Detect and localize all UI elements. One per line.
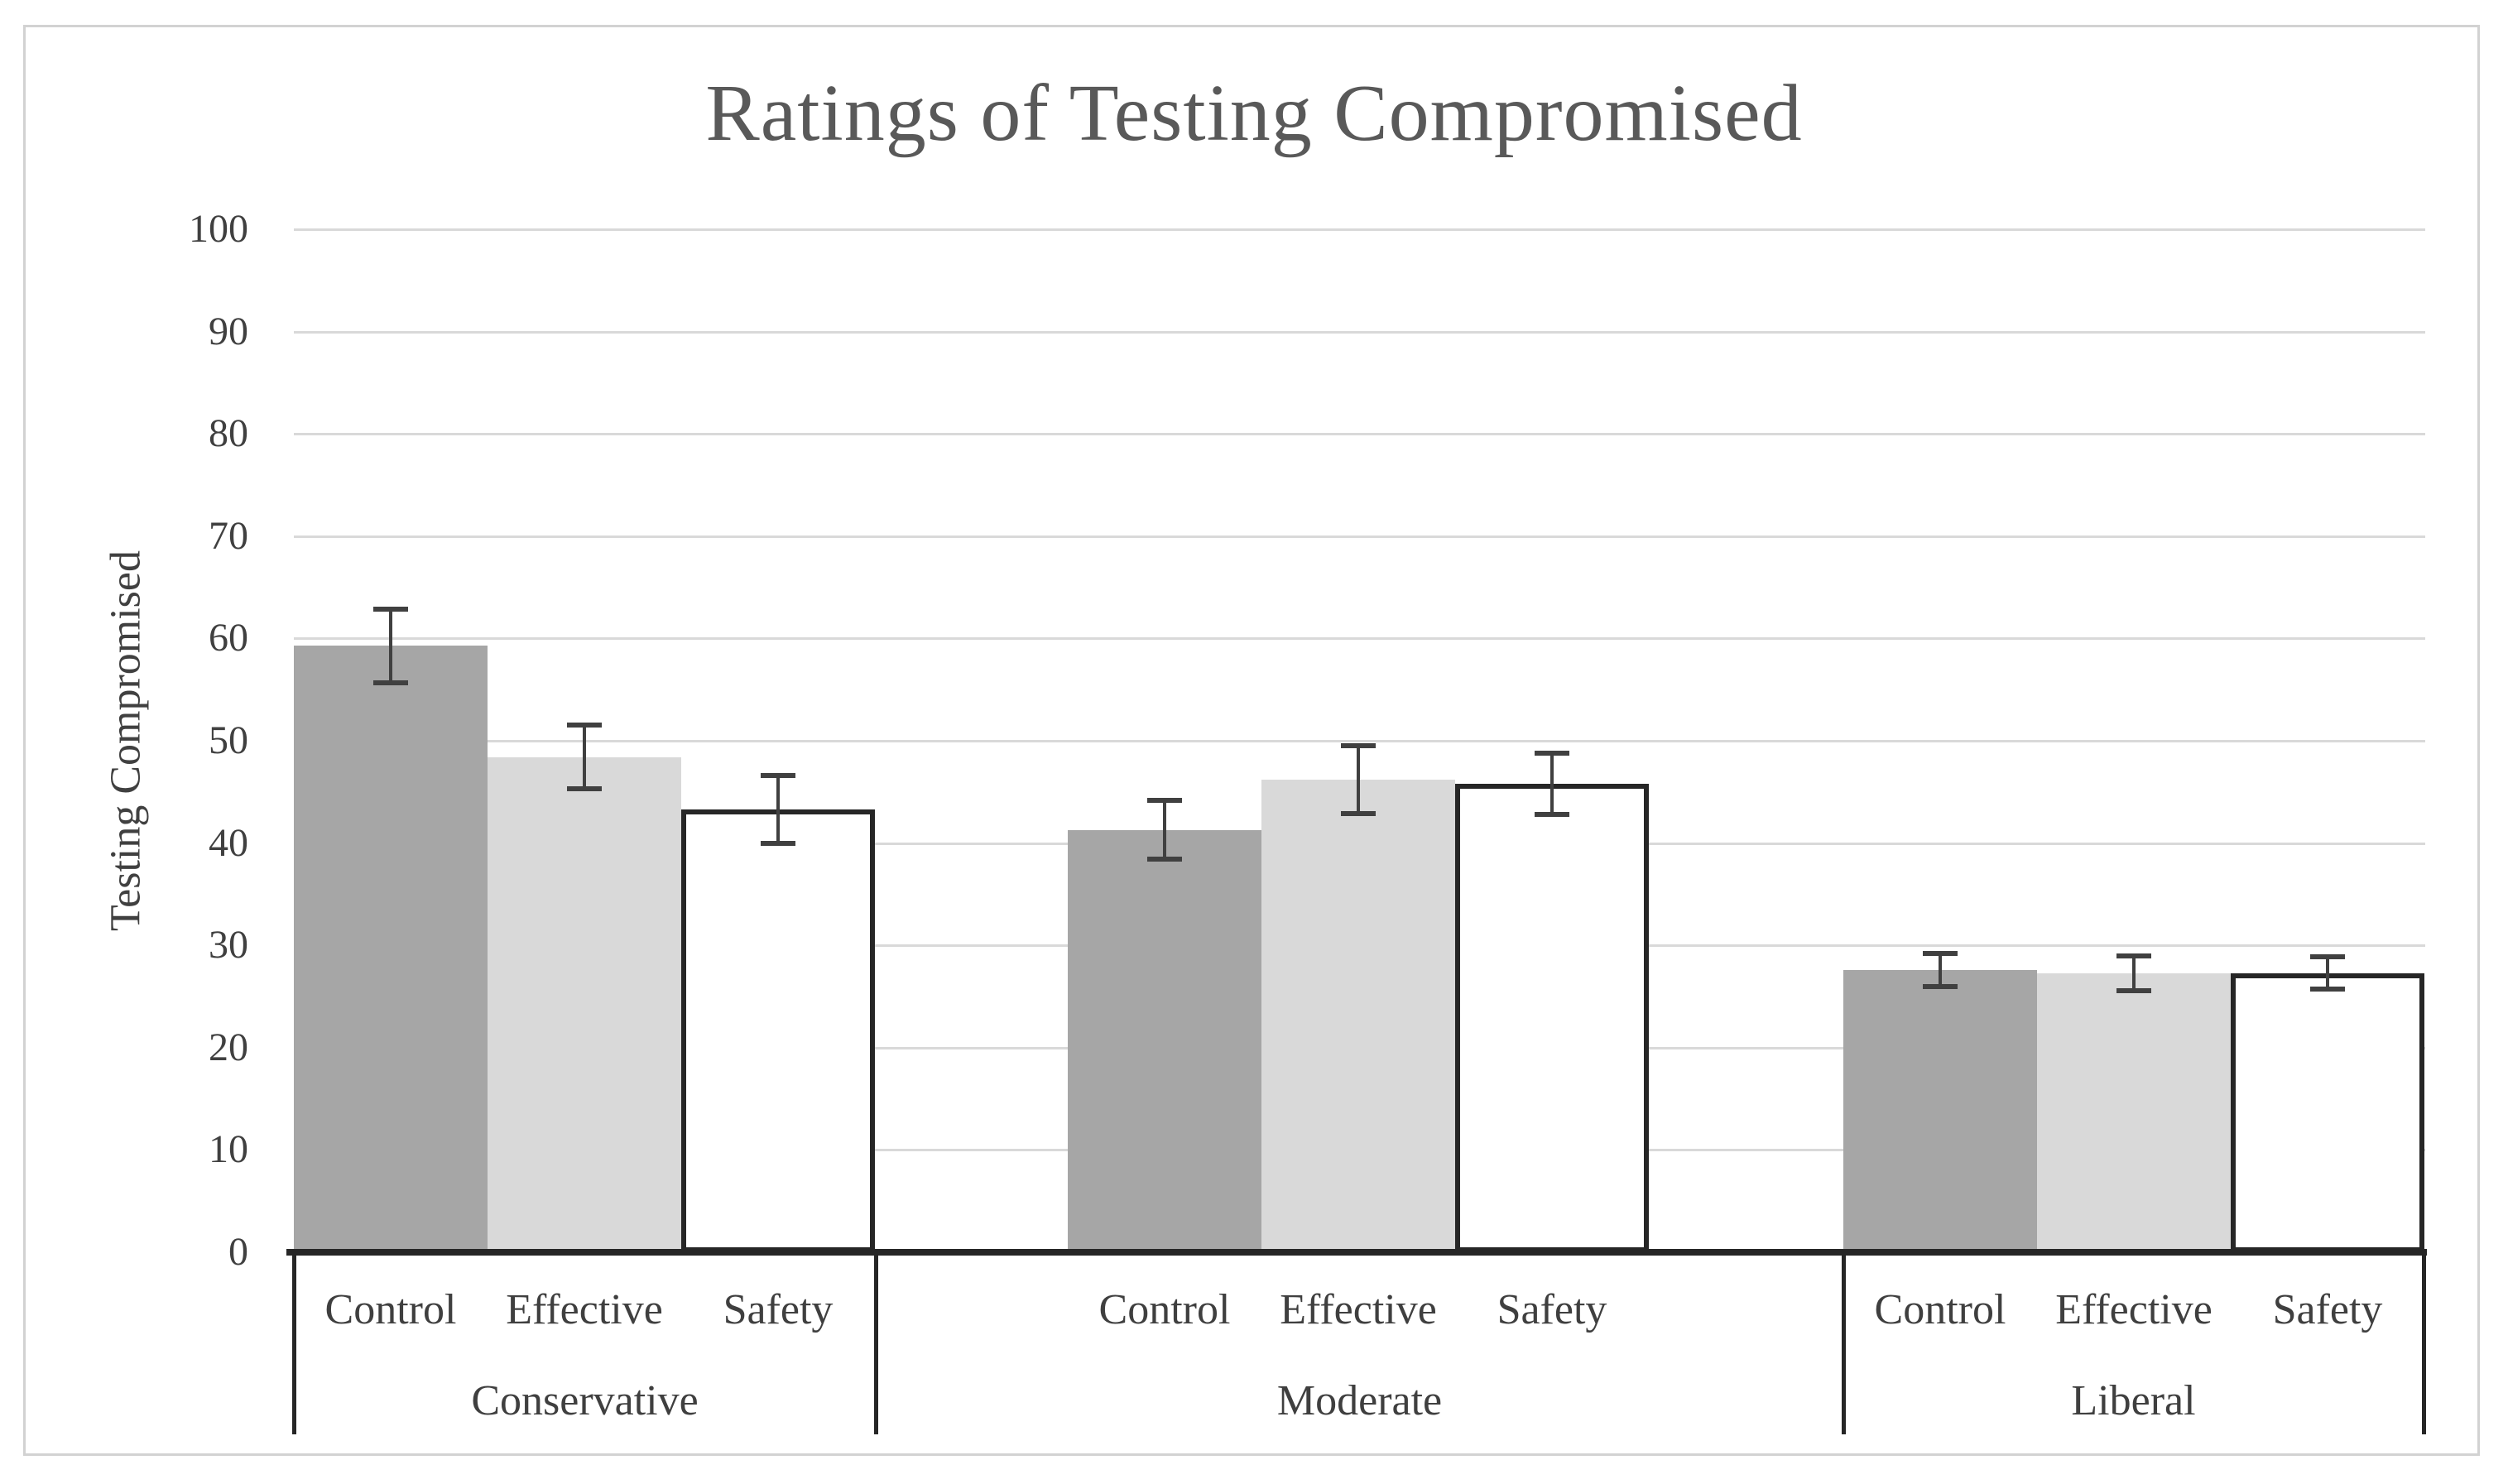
error-cap-top-liberal-control bbox=[1923, 951, 1958, 957]
category-box-divider-2 bbox=[1842, 1252, 1846, 1434]
group-label-liberal: Liberal bbox=[2071, 1377, 2196, 1424]
figure-border bbox=[23, 25, 2480, 1456]
gridline-100 bbox=[294, 228, 2425, 231]
error-cap-bottom-moderate-effective bbox=[1341, 810, 1376, 816]
error-bar-conservative-safety bbox=[776, 776, 780, 843]
error-cap-bottom-moderate-safety bbox=[1535, 811, 1569, 817]
y-tick-label-80: 80 bbox=[209, 411, 248, 456]
bar-moderate-effective bbox=[1261, 779, 1455, 1252]
error-bar-conservative-effective bbox=[583, 725, 586, 790]
group-label-moderate: Moderate bbox=[1276, 1377, 1443, 1424]
error-cap-top-conservative-effective bbox=[567, 723, 602, 728]
condition-label-moderate-control: Control bbox=[1098, 1286, 1231, 1333]
condition-label-conservative-effective: Effective bbox=[506, 1286, 663, 1333]
error-bar-moderate-control bbox=[1163, 800, 1166, 860]
error-bar-liberal-safety bbox=[2326, 956, 2329, 990]
error-bar-liberal-effective bbox=[2132, 955, 2136, 991]
condition-label-moderate-safety: Safety bbox=[1497, 1286, 1607, 1333]
bar-liberal-safety bbox=[2231, 973, 2424, 1252]
error-cap-bottom-moderate-control bbox=[1147, 857, 1182, 862]
error-cap-top-conservative-safety bbox=[761, 773, 795, 779]
group-label-conservative: Conservative bbox=[471, 1377, 699, 1424]
category-box-divider-0 bbox=[292, 1252, 296, 1434]
error-cap-top-conservative-control bbox=[373, 606, 408, 612]
category-box-divider-3 bbox=[2422, 1252, 2426, 1434]
gridline-80 bbox=[294, 433, 2425, 436]
error-cap-bottom-liberal-control bbox=[1923, 983, 1958, 989]
error-bar-conservative-control bbox=[389, 608, 392, 683]
error-cap-bottom-liberal-safety bbox=[2310, 987, 2345, 992]
error-bar-liberal-control bbox=[1939, 953, 1942, 987]
error-bar-moderate-effective bbox=[1357, 746, 1360, 814]
category-box-divider-1 bbox=[874, 1252, 878, 1434]
error-cap-bottom-liberal-effective bbox=[2116, 987, 2151, 993]
chart-title: Ratings of Testing Compromised bbox=[705, 69, 1803, 158]
error-cap-top-moderate-control bbox=[1147, 797, 1182, 803]
y-tick-label-50: 50 bbox=[209, 718, 248, 762]
error-cap-top-liberal-effective bbox=[2116, 953, 2151, 958]
condition-label-moderate-effective: Effective bbox=[1280, 1286, 1437, 1333]
condition-label-liberal-effective: Effective bbox=[2055, 1286, 2213, 1333]
gridline-50 bbox=[294, 740, 2425, 742]
y-tick-label-70: 70 bbox=[209, 513, 248, 558]
gridline-60 bbox=[294, 637, 2425, 641]
y-tick-label-60: 60 bbox=[209, 616, 248, 660]
error-cap-bottom-conservative-effective bbox=[567, 786, 602, 792]
condition-label-conservative-control: Control bbox=[324, 1286, 457, 1333]
y-tick-label-100: 100 bbox=[189, 207, 248, 251]
bar-moderate-safety bbox=[1455, 783, 1649, 1252]
error-cap-bottom-conservative-safety bbox=[761, 840, 795, 846]
bar-liberal-control bbox=[1843, 969, 2037, 1252]
y-tick-label-0: 0 bbox=[228, 1230, 248, 1274]
y-tick-label-30: 30 bbox=[209, 923, 248, 968]
y-tick-label-10: 10 bbox=[209, 1127, 248, 1172]
condition-label-liberal-safety: Safety bbox=[2272, 1286, 2383, 1333]
error-cap-top-moderate-effective bbox=[1341, 743, 1376, 749]
bar-moderate-control bbox=[1068, 829, 1261, 1252]
error-bar-moderate-safety bbox=[1550, 752, 1554, 814]
bar-liberal-effective bbox=[2037, 973, 2231, 1252]
x-axis-line bbox=[286, 1249, 2427, 1256]
y-tick-label-20: 20 bbox=[209, 1025, 248, 1069]
y-tick-label-90: 90 bbox=[209, 309, 248, 353]
bar-conservative-effective bbox=[488, 756, 681, 1252]
bar-conservative-safety bbox=[681, 809, 875, 1252]
error-cap-top-moderate-safety bbox=[1535, 750, 1569, 756]
y-tick-label-40: 40 bbox=[209, 820, 248, 865]
error-cap-bottom-conservative-control bbox=[373, 680, 408, 685]
gridline-70 bbox=[294, 535, 2425, 538]
gridline-90 bbox=[294, 330, 2425, 334]
error-cap-top-liberal-safety bbox=[2310, 953, 2345, 959]
bar-conservative-control bbox=[294, 646, 488, 1252]
condition-label-conservative-safety: Safety bbox=[723, 1286, 834, 1333]
condition-label-liberal-control: Control bbox=[1874, 1286, 2006, 1333]
